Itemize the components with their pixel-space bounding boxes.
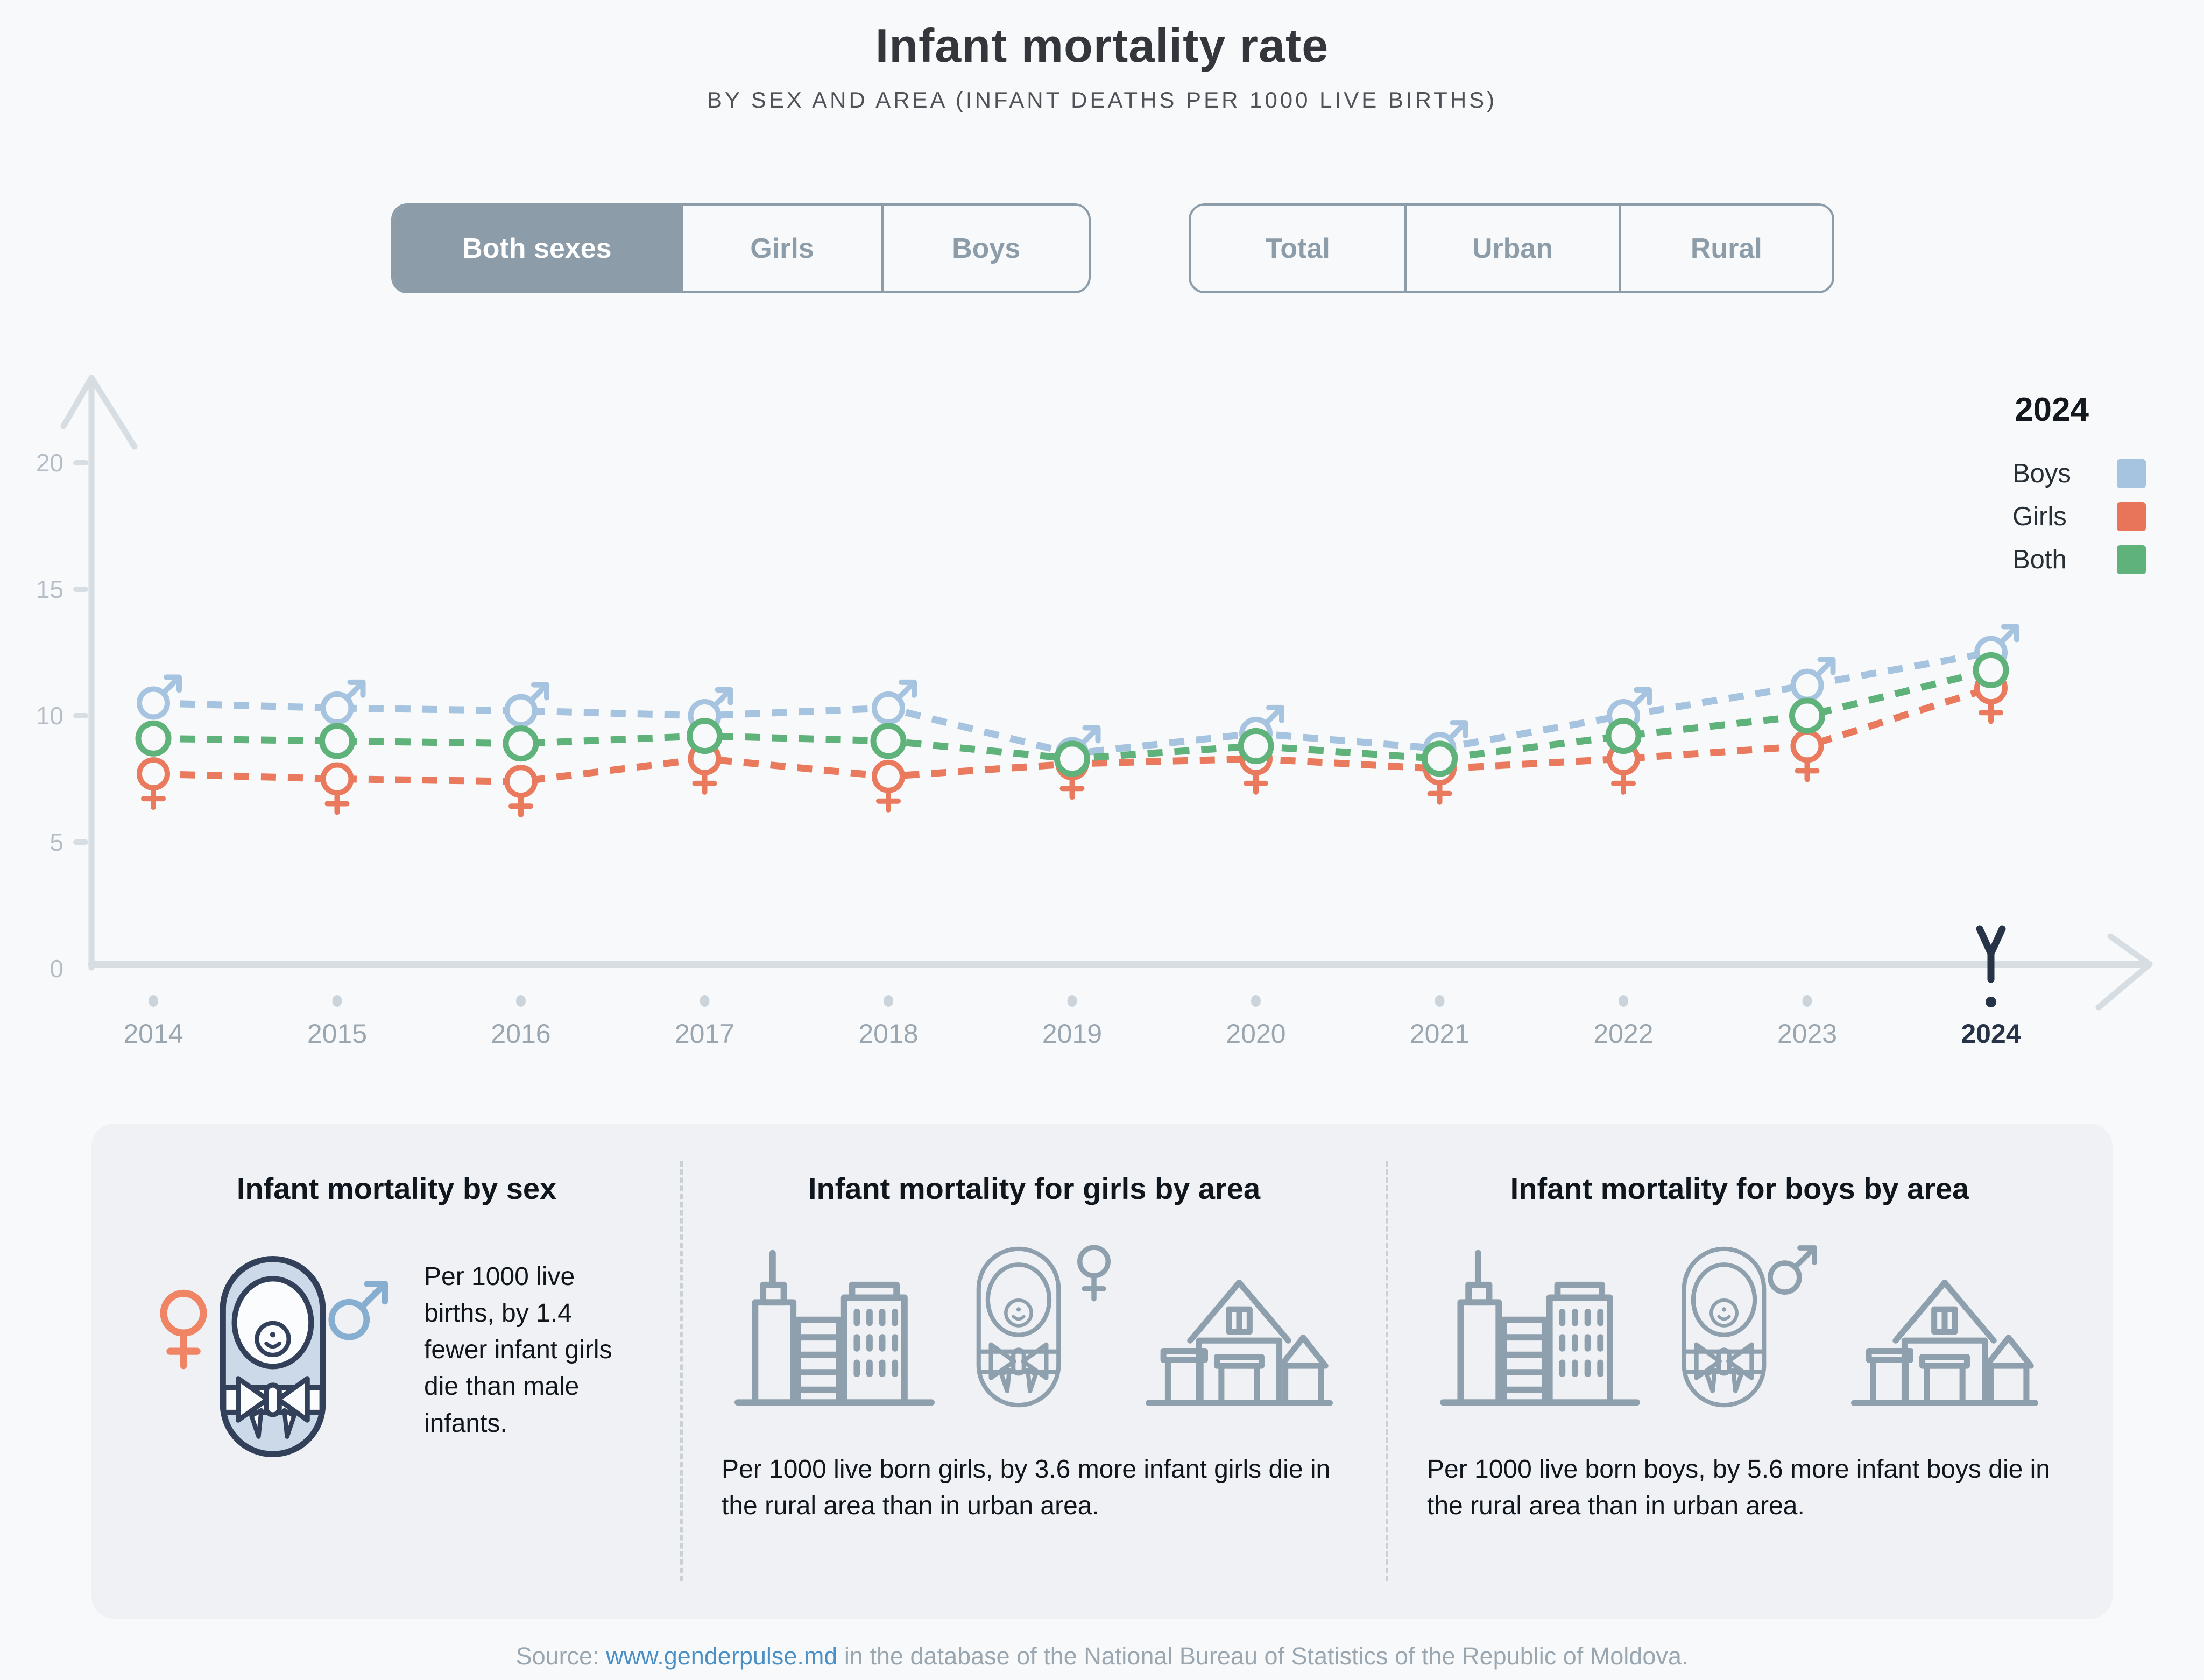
x-tick-label: 2018 <box>858 1019 918 1049</box>
y-tick-label: 10 <box>36 702 63 730</box>
legend-item-girls: Girls <box>2012 500 2146 533</box>
girls-area-icon-cluster <box>722 1244 1347 1410</box>
legend-year: 2024 <box>2015 391 2089 428</box>
female-symbol-icon <box>1077 1245 1111 1302</box>
source-line: Source: www.genderpulse.md in the databa… <box>0 1642 2204 1670</box>
legend-item-boys: Boys <box>2012 457 2146 490</box>
x-tick-label: 2017 <box>675 1019 734 1049</box>
card-title: Infant mortality for girls by area <box>808 1171 1261 1205</box>
legend-swatch-both <box>2117 545 2146 574</box>
card-title: Infant mortality for boys by area <box>1510 1171 1969 1205</box>
axes <box>60 375 2153 1011</box>
page-title: Infant mortality rate <box>875 19 1329 72</box>
card-text: Per 1000 live born girls, by 3.6 more in… <box>722 1455 1331 1521</box>
sex-toggle-group: Both sexes Girls Boys <box>391 203 1091 293</box>
y-tick-label: 20 <box>36 449 63 477</box>
chart-legend: 2024 Boys Girls Both <box>2012 391 2146 586</box>
area-toggle-group: Total Urban Rural <box>1189 203 1834 293</box>
house-icon <box>1851 1279 2038 1406</box>
toggle-boys[interactable]: Boys <box>881 206 1089 291</box>
legend-swatch-boys <box>2117 459 2146 488</box>
legend-swatch-girls <box>2117 502 2146 531</box>
city-buildings-icon <box>1440 1250 1640 1406</box>
city-buildings-icon <box>734 1250 935 1406</box>
y-tick-label: 0 <box>50 955 63 983</box>
y-tick-label: 5 <box>50 828 63 856</box>
x-tick-label: 2016 <box>491 1019 550 1049</box>
x-tick-label: 2024 <box>1961 1019 2021 1049</box>
baby-outline-with-female <box>972 1244 1111 1410</box>
female-symbol-icon <box>160 1289 207 1370</box>
legend-label-boys: Boys <box>2012 459 2071 488</box>
baby-outline-icon <box>1682 1246 1767 1408</box>
house-icon <box>1146 1279 1333 1406</box>
baby-sex-icon-cluster <box>152 1251 394 1466</box>
baby-outline-with-male <box>1678 1244 1817 1410</box>
legend-item-both: Both <box>2012 543 2146 576</box>
x-tick-label: 2019 <box>1042 1019 1102 1049</box>
baby-outline-icon <box>976 1246 1061 1408</box>
card-text: Per 1000 live births, by 1.4 fewer infan… <box>424 1262 612 1438</box>
source-suffix: in the database of the National Bureau o… <box>837 1642 1689 1670</box>
series-markers-both <box>135 652 2009 777</box>
toggle-rural[interactable]: Rural <box>1618 206 1832 291</box>
source-link[interactable]: www.genderpulse.md <box>606 1642 838 1670</box>
boys-area-icon-cluster <box>1427 1244 2052 1410</box>
x-tick-label: 2023 <box>1777 1019 1837 1049</box>
page-subtitle: BY SEX AND AREA (INFANT DEATHS PER 1000 … <box>707 87 1497 112</box>
card-mortality-by-sex: Infant mortality by sex <box>113 1161 680 1581</box>
card-text: Per 1000 live born boys, by 5.6 more inf… <box>1427 1455 2050 1521</box>
card-boys-by-area: Infant mortality for boys by area <box>1386 1161 2091 1581</box>
toggle-urban[interactable]: Urban <box>1404 206 1618 291</box>
card-girls-by-area: Infant mortality for girls by area <box>680 1161 1386 1581</box>
x-tick-label: 2020 <box>1226 1019 1285 1049</box>
x-tick-label: 2022 <box>1593 1019 1653 1049</box>
card-title: Infant mortality by sex <box>236 1171 557 1205</box>
x-axis-labels: 2014 2015 2016 2017 2018 2019 2020 2021 2022 2023… <box>123 925 2021 1049</box>
toggle-both-sexes[interactable]: Both sexes <box>393 206 681 291</box>
y-axis-ticks: 0 5 10 15 20 <box>36 449 88 983</box>
info-cards-panel: Infant mortality by sex <box>91 1124 2113 1619</box>
line-chart: 0 5 10 15 20 2014 2015 2016 2017 2018 2019 2020 2021… <box>36 375 2153 1049</box>
y-tick-label: 15 <box>36 575 63 603</box>
legend-label-both: Both <box>2012 545 2067 574</box>
legend-label-girls: Girls <box>2012 502 2067 531</box>
timeline-cursor[interactable] <box>1976 925 2006 1007</box>
male-symbol-icon <box>1768 1245 1817 1295</box>
male-symbol-icon <box>328 1281 388 1340</box>
x-tick-label: 2014 <box>123 1019 183 1049</box>
toggle-total[interactable]: Total <box>1265 232 1330 264</box>
x-tick-label: 2021 <box>1410 1019 1470 1049</box>
toggle-girls[interactable]: Girls <box>680 206 882 291</box>
baby-icon <box>220 1256 326 1457</box>
source-prefix: Source: <box>515 1642 606 1670</box>
x-tick-label: 2015 <box>307 1019 367 1049</box>
